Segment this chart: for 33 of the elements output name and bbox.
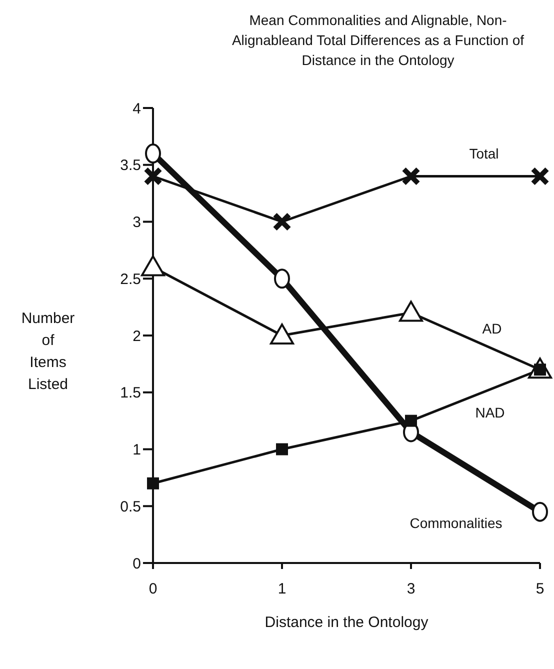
series-label: AD (482, 320, 502, 337)
y-tick-label: 2.5 (120, 270, 141, 288)
point (145, 144, 161, 164)
point (270, 324, 294, 344)
x-tick-label: 5 (536, 580, 544, 598)
point (141, 255, 165, 276)
y-tick-label: 1 (132, 442, 141, 459)
point (532, 502, 548, 522)
series-label: NAD (475, 404, 505, 421)
point (147, 477, 159, 490)
point (274, 268, 290, 289)
point (399, 300, 423, 322)
x-axis-title: Distance in the Ontology (264, 614, 429, 631)
y-tick-label: 3.5 (120, 157, 141, 174)
y-tick-label: 1.5 (120, 384, 141, 402)
chart-title: Mean Commonalities and Alignable, Non-Alignableand Total Differences as a Function of Distance in the Ontology (230, 11, 526, 70)
x-tick-label: 3 (406, 580, 416, 598)
point (530, 166, 550, 186)
x-tick-label: 0 (148, 580, 158, 598)
point (276, 443, 288, 456)
y-tick-label: 0 (132, 555, 141, 572)
y-axis-title: Number of Items Listed (20, 309, 76, 395)
series-label: Total (469, 145, 499, 162)
series-label: Commonalities (410, 514, 502, 531)
y-tick-label: 2 (132, 328, 141, 345)
x-tick-label: 1 (278, 580, 286, 598)
y-tick-label: 0.5 (120, 498, 141, 516)
point (405, 414, 417, 427)
point (402, 166, 420, 186)
point (144, 166, 162, 186)
y-tick-label: 4 (132, 100, 141, 118)
point (272, 212, 292, 232)
y-tick-label: 3 (132, 214, 141, 232)
